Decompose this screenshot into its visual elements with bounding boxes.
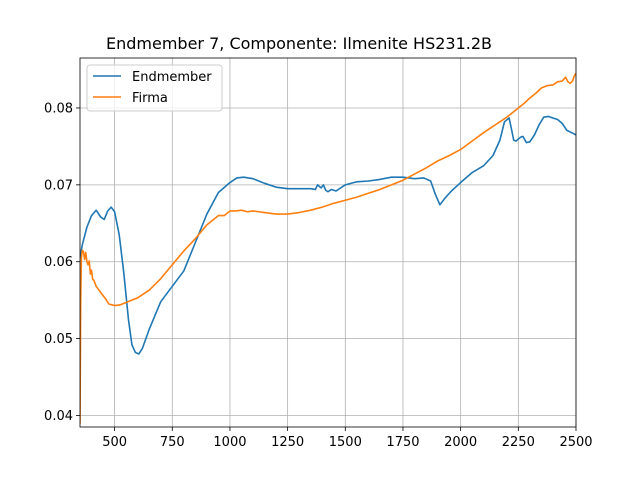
series-lines [80, 72, 576, 424]
x-tick-label: 1500 [329, 435, 362, 450]
plot-frame [79, 57, 577, 428]
x-tick-label: 1250 [271, 435, 304, 450]
y-tick-label: 0.04 [44, 409, 73, 424]
legend-label-firma: Firma [132, 91, 168, 106]
plot-area [80, 58, 576, 427]
series-line-endmember [80, 115, 576, 355]
legend: Endmember Firma [86, 64, 223, 112]
series-line-firma [80, 72, 576, 424]
x-tick-label: 2000 [444, 435, 477, 450]
x-tick-label: 750 [160, 435, 185, 450]
x-tick-label: 2250 [502, 435, 535, 450]
y-tick-label: 0.07 [44, 178, 73, 193]
y-tick-label: 0.05 [44, 332, 73, 347]
x-tick-label: 500 [102, 435, 127, 450]
y-tick-label: 0.06 [44, 255, 73, 270]
x-tick-label: 1000 [213, 435, 246, 450]
x-tick-label: 1750 [386, 435, 419, 450]
y-tick-label: 0.08 [44, 101, 73, 116]
x-tick-label: 2500 [559, 435, 592, 450]
chart-title: Endmember 7, Componente: Ilmenite HS231.… [106, 34, 492, 53]
y-axis: 0.04 0.05 0.06 0.07 0.08 [44, 101, 80, 424]
x-axis: 500 750 1000 1250 1500 1750 2000 2250 2500 [102, 427, 593, 450]
legend-label-endmember: Endmember [132, 70, 212, 85]
